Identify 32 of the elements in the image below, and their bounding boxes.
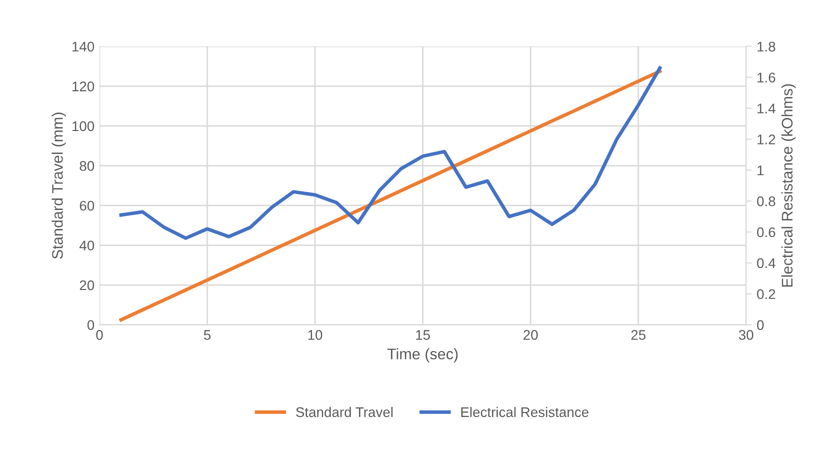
x-tick-label: 20 (524, 330, 538, 340)
y2-tick-label: 0.6 (757, 227, 776, 238)
y2-tick-label: 1.4 (758, 104, 776, 114)
y-tick-label: 60 (80, 200, 94, 211)
y2-tick-label: 0 (757, 320, 764, 330)
line-series (119, 66, 662, 240)
x-tick-label: 0 (96, 330, 103, 340)
y-tick-label: 100 (72, 121, 94, 132)
y2-tick-label: 1.8 (758, 42, 776, 52)
y2-tick-label: 1.6 (758, 72, 776, 83)
x-tick-label: 25 (631, 330, 646, 340)
y-axis-title: Standard Travel (mm) (52, 112, 66, 259)
y-tick-label: 80 (80, 161, 94, 171)
legend-label: Standard Travel (296, 406, 393, 418)
legend-label: Electrical Resistance (461, 406, 588, 418)
x-tick-label: 15 (416, 330, 430, 340)
y-tick-label: 140 (72, 42, 94, 52)
y2-tick-label: 0.4 (757, 258, 776, 268)
x-tick-label: 5 (204, 330, 211, 340)
y2-tick-label: 0.2 (757, 289, 776, 300)
y-tick-label: 20 (80, 280, 94, 290)
y2-tick-label: 1.2 (758, 134, 776, 144)
y2-tick-label: 1 (758, 166, 764, 176)
y-tick-label: 0 (87, 320, 94, 330)
x-axis-title: Time (sec) (387, 348, 458, 362)
y2-axis-title: Electrical Resistance (kOhms) (781, 84, 796, 287)
x-tick-label: 10 (308, 330, 322, 340)
line-series (119, 70, 662, 322)
y-tick-label: 40 (79, 240, 94, 250)
x-tick-label: 30 (738, 330, 754, 340)
y2-tick-label: 0.8 (757, 196, 776, 206)
y-tick-label: 120 (72, 82, 94, 92)
